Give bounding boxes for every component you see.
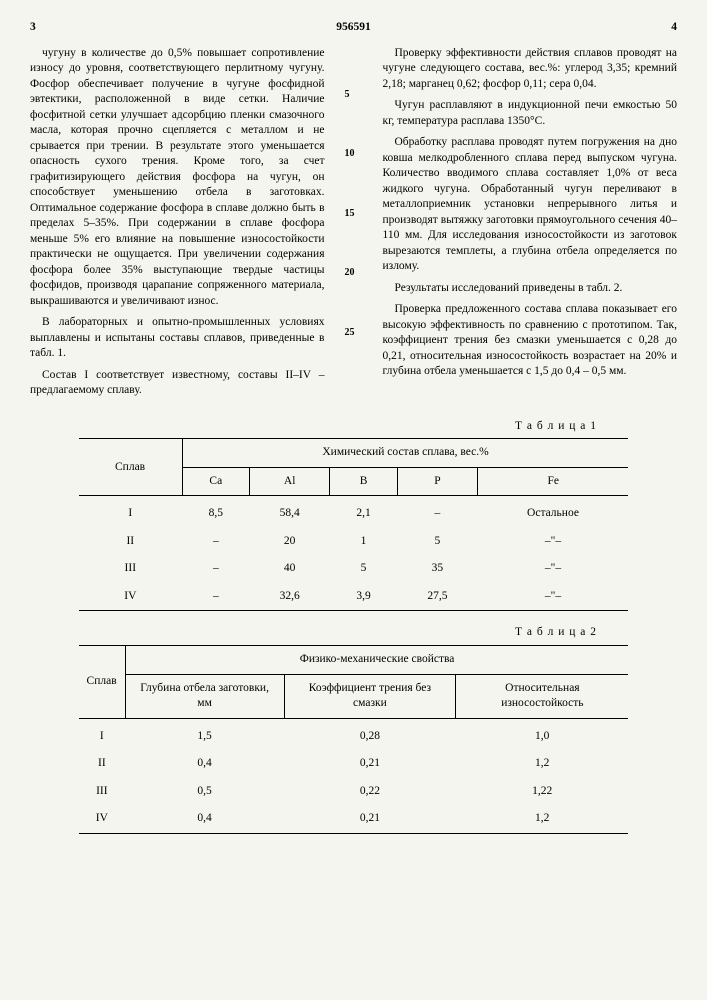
table-cell: III	[79, 555, 183, 583]
table-cell: –"–	[478, 555, 629, 583]
table-row: II0,40,211,2	[79, 750, 629, 778]
table-cell: II	[79, 528, 183, 556]
table-cell: 0,28	[284, 718, 456, 750]
para: Результаты исследований приведены в табл…	[383, 281, 678, 297]
para: Проверку эффективности действия сплавов …	[383, 46, 678, 93]
table-cell: I	[79, 718, 126, 750]
para: В лабораторных и опытно-промышленных усл…	[30, 315, 325, 362]
line-marker: 10	[345, 147, 363, 161]
table-cell: 0,21	[284, 805, 456, 833]
table-cell: 0,22	[284, 778, 456, 806]
table-cell: 1,5	[125, 718, 284, 750]
para: Состав I соответствует известному, соста…	[30, 368, 325, 399]
column-right: Проверку эффективности действия сплавов …	[383, 46, 678, 405]
table-cell: 1,0	[456, 718, 629, 750]
table2-title: Т а б л и ц а 2	[30, 625, 597, 641]
para: Чугун расплавляют в индукционной печи ем…	[383, 98, 678, 129]
table-cell: IV	[79, 583, 183, 611]
table-cell: 5	[397, 528, 477, 556]
th: P	[397, 467, 477, 496]
table-cell: 40	[250, 555, 330, 583]
table-cell: I	[79, 496, 183, 528]
patent-number: 956591	[36, 20, 672, 36]
table-cell: 0,5	[125, 778, 284, 806]
line-marker: 15	[345, 207, 363, 221]
th-splav: Сплав	[79, 645, 126, 718]
line-marker: 20	[345, 266, 363, 280]
table-cell: 0,4	[125, 750, 284, 778]
table-row: III–40535–"–	[79, 555, 629, 583]
table-row: I8,558,42,1–Остальное	[79, 496, 629, 528]
table-1: Сплав Химический состав сплава, вес.% Ca…	[79, 438, 629, 611]
th: Относительная износостойкость	[456, 674, 629, 718]
para: Обработку расплава проводят путем погруж…	[383, 135, 678, 275]
table-row: III0,50,221,22	[79, 778, 629, 806]
table-cell: 27,5	[397, 583, 477, 611]
th: B	[330, 467, 397, 496]
table-2: Сплав Физико-механические свойства Глуби…	[79, 645, 629, 834]
th: Ca	[182, 467, 249, 496]
line-marker: 25	[345, 326, 363, 340]
table-cell: 20	[250, 528, 330, 556]
table-cell: –"–	[478, 583, 629, 611]
table-cell: 58,4	[250, 496, 330, 528]
table1-title: Т а б л и ц а 1	[30, 419, 597, 435]
table-cell: 35	[397, 555, 477, 583]
th: Коэффициент трения без смазки	[284, 674, 456, 718]
th: Al	[250, 467, 330, 496]
table-cell: –"–	[478, 528, 629, 556]
table-cell: 0,21	[284, 750, 456, 778]
table-cell: 1,2	[456, 750, 629, 778]
table-cell: 1,2	[456, 805, 629, 833]
table-cell: Остальное	[478, 496, 629, 528]
table-row: I1,50,281,0	[79, 718, 629, 750]
page-num-right: 4	[671, 20, 677, 36]
th: Fe	[478, 467, 629, 496]
th: Глубина отбела заготовки, мм	[125, 674, 284, 718]
table-row: IV–32,63,927,5–"–	[79, 583, 629, 611]
column-left: чугуну в количестве до 0,5% повышает соп…	[30, 46, 325, 405]
table-cell: 3,9	[330, 583, 397, 611]
table-cell: 1,22	[456, 778, 629, 806]
table-cell: 2,1	[330, 496, 397, 528]
table-cell: –	[182, 583, 249, 611]
table-cell: II	[79, 750, 126, 778]
table-row: IV0,40,211,2	[79, 805, 629, 833]
table-cell: –	[182, 528, 249, 556]
table-cell: 1	[330, 528, 397, 556]
table-cell: 32,6	[250, 583, 330, 611]
page-header: 3 956591 4	[30, 20, 677, 36]
line-marker: 5	[345, 88, 363, 102]
table-cell: 0,4	[125, 805, 284, 833]
text-columns: чугуну в количестве до 0,5% повышает соп…	[30, 46, 677, 405]
table-cell: –	[397, 496, 477, 528]
para: Проверка предложенного состава сплава по…	[383, 302, 678, 380]
table-cell: 5	[330, 555, 397, 583]
table-cell: 8,5	[182, 496, 249, 528]
para: чугуну в количестве до 0,5% повышает соп…	[30, 46, 325, 310]
table-cell: III	[79, 778, 126, 806]
th-splav: Сплав	[79, 439, 183, 496]
th-group: Физико-механические свойства	[125, 645, 628, 674]
line-number-gutter: 5 10 15 20 25	[345, 46, 363, 405]
table-cell: –	[182, 555, 249, 583]
th-group: Химический состав сплава, вес.%	[182, 439, 628, 468]
table-cell: IV	[79, 805, 126, 833]
table-row: II–2015–"–	[79, 528, 629, 556]
